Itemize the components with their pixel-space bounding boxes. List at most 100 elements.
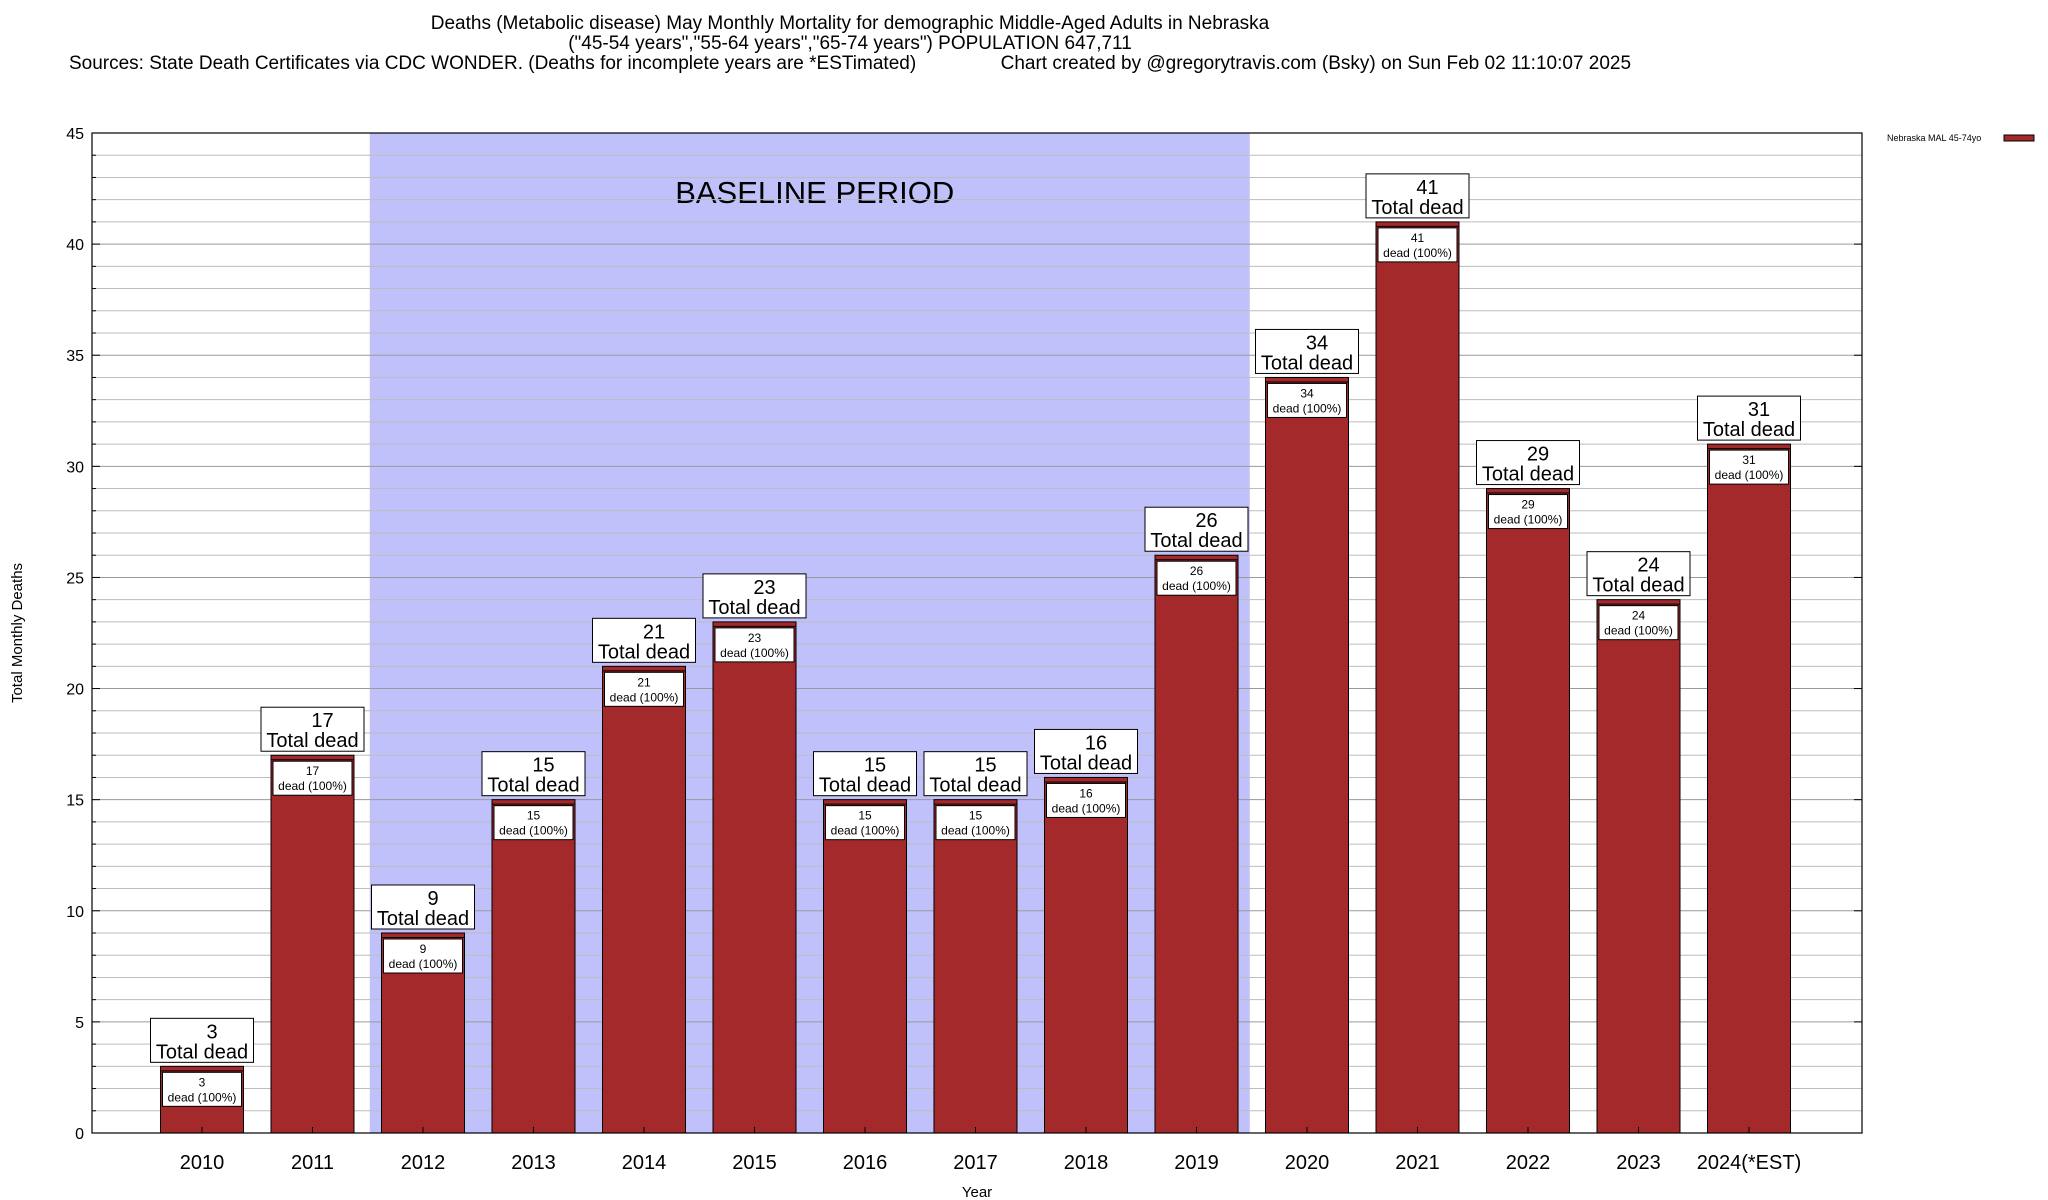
inner-label-box [383,938,463,974]
bar [491,799,576,1134]
inner-label-value: 9 [420,942,427,956]
inner-label-value: 26 [1190,564,1204,578]
inner-label-text: dead (100%) [720,646,789,660]
total-label-box [1365,173,1470,219]
total-label-value: 16 [1085,732,1107,754]
inner-label-box [825,805,905,841]
chart-subtitle: ("45-54 years","55-64 years","65-74 year… [568,33,1132,54]
total-label-box [1697,395,1801,441]
total-label-box [371,884,475,930]
inner-label-text: dead (100%) [499,824,568,838]
bar [1044,776,1128,1134]
axes-layer: 0 5 10 15 20 25 30 35 40 45 2010 2011 2012 2013 2014 20… [9,126,1863,1200]
inner-label-value: 24 [1632,609,1646,623]
inner-label-value: 23 [748,631,762,645]
y-tick-label: 15 [66,793,84,810]
total-label-box [813,751,917,797]
total-label-box [702,573,807,619]
x-tick-label: 2019 [1174,1152,1219,1174]
total-label-box [260,706,365,752]
inner-label-box [604,671,684,707]
x-tick-label: 2016 [843,1152,888,1174]
inner-label-text: dead (100%) [1162,579,1231,593]
inner-label-text: dead (100%) [1383,246,1452,260]
x-tick-label: 2024(*EST) [1697,1152,1802,1174]
total-label-text: Total dead [1703,419,1795,441]
inner-label-box [1267,382,1347,418]
inner-label-text: dead (100%) [1604,624,1673,638]
inner-label-box [714,627,795,663]
inner-label-text: dead (100%) [1052,801,1121,815]
total-label-value: 3 [206,1021,217,1043]
inner-label-text: dead (100%) [278,779,347,793]
x-tick-label: 2015 [732,1152,777,1174]
total-label-value: 15 [532,755,554,777]
total-label-text: Total dead [708,597,800,619]
total-label-value: 9 [427,888,438,910]
total-label-value: 31 [1748,399,1770,421]
total-label-text: Total dead [1150,530,1242,552]
total-label-text: Total dead [1371,197,1463,219]
inner-label-box [272,760,353,796]
x-tick-label: 2012 [401,1152,446,1174]
inner-label-value: 34 [1300,386,1314,400]
inner-label-text: dead (100%) [610,690,679,704]
bar [1265,376,1349,1134]
total-label-text: Total dead [819,775,911,797]
inner-label-text: dead (100%) [1273,401,1342,415]
x-tick-label: 2021 [1395,1152,1440,1174]
inner-label-box [162,1071,242,1107]
x-tick-label: 2020 [1285,1152,1330,1174]
x-axis-title: Year [962,1184,992,1200]
bar [270,754,355,1134]
total-label-box [592,617,696,663]
total-label-text: Total dead [929,775,1021,797]
y-tick-label: 45 [66,126,84,143]
x-tick-label: 2017 [953,1152,998,1174]
total-label-value: 23 [753,577,775,599]
total-label-box [923,751,1028,797]
inner-label-text: dead (100%) [941,824,1010,838]
legend: Nebraska MAL 45-74yo [1887,133,2035,143]
total-label-text: Total dead [1040,752,1132,774]
total-label-value: 21 [643,621,665,643]
total-label-box [1255,328,1359,374]
inner-label-box [1488,494,1568,530]
y-tick-label: 30 [66,459,84,476]
total-label-value: 15 [864,755,886,777]
inner-label-value: 41 [1411,231,1425,245]
y-axis-title: Total Monthly Deaths [9,563,26,703]
bar [1596,599,1681,1134]
x-tick-label: 2022 [1506,1152,1551,1174]
inner-label-value: 3 [199,1075,206,1089]
inner-label-text: dead (100%) [1494,513,1563,527]
chart-sources: Sources: State Death Certificates via CD… [68,53,1632,74]
bars-layer [160,221,1791,1134]
x-tick-label: 2018 [1064,1152,1109,1174]
total-label-value: 17 [311,710,333,732]
inner-label-box [935,805,1016,841]
total-label-value: 15 [974,755,996,777]
bar [933,799,1018,1134]
inner-label-text: dead (100%) [831,824,900,838]
bar [823,799,907,1134]
total-label-text: Total dead [156,1041,248,1063]
baseline-label: BASELINE PERIOD [675,175,954,210]
total-label-text: Total dead [1592,575,1684,597]
inner-label-box [1709,449,1789,485]
inner-label-value: 15 [969,809,983,823]
total-label-box [1034,728,1138,774]
total-label-box [481,751,586,797]
y-tick-label: 0 [75,1126,84,1143]
total-label-text: Total dead [1482,464,1574,486]
inner-label-box [1377,227,1458,263]
inner-label-value: 29 [1521,498,1535,512]
inner-label-value: 16 [1079,786,1093,800]
legend-label: Nebraska MAL 45-74yo [1887,133,1981,143]
inner-label-box [1156,560,1237,596]
y-tick-label: 35 [66,348,84,365]
bar [1486,488,1570,1134]
x-tick-label: 2013 [511,1152,556,1174]
total-label-box [1586,551,1691,597]
